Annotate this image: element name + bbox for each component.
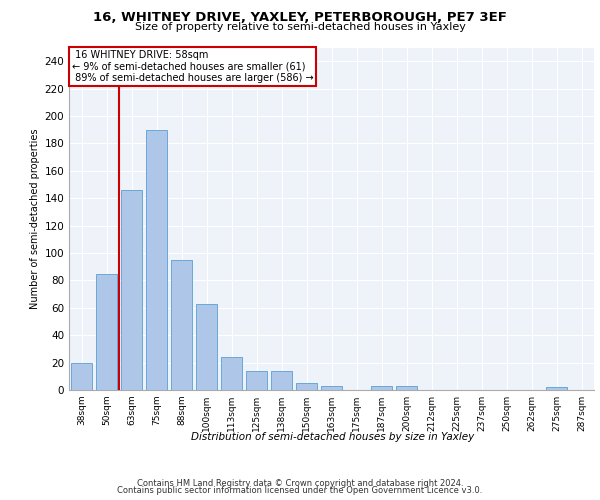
Bar (71, 362, 92, 390)
Bar (271, 371, 292, 390)
Bar (321, 386, 342, 390)
Text: Contains public sector information licensed under the Open Government Licence v3: Contains public sector information licen… (118, 486, 482, 495)
Bar (196, 304, 217, 390)
Bar (296, 383, 317, 390)
Text: 16, WHITNEY DRIVE, YAXLEY, PETERBOROUGH, PE7 3EF: 16, WHITNEY DRIVE, YAXLEY, PETERBOROUGH,… (93, 11, 507, 24)
Bar (396, 386, 417, 390)
Text: 16 WHITNEY DRIVE: 58sqm
← 9% of semi-detached houses are smaller (61)
 89% of se: 16 WHITNEY DRIVE: 58sqm ← 9% of semi-det… (71, 50, 313, 84)
Bar (371, 386, 392, 390)
Bar (121, 190, 142, 390)
Y-axis label: Number of semi-detached properties: Number of semi-detached properties (30, 128, 40, 309)
Text: Contains HM Land Registry data © Crown copyright and database right 2024.: Contains HM Land Registry data © Crown c… (137, 478, 463, 488)
Text: Size of property relative to semi-detached houses in Yaxley: Size of property relative to semi-detach… (134, 22, 466, 32)
Bar (546, 388, 567, 390)
Bar (146, 130, 167, 390)
Bar (96, 274, 117, 390)
Bar (171, 260, 192, 390)
Bar (221, 357, 242, 390)
Bar (246, 371, 267, 390)
Text: Distribution of semi-detached houses by size in Yaxley: Distribution of semi-detached houses by … (191, 432, 475, 442)
